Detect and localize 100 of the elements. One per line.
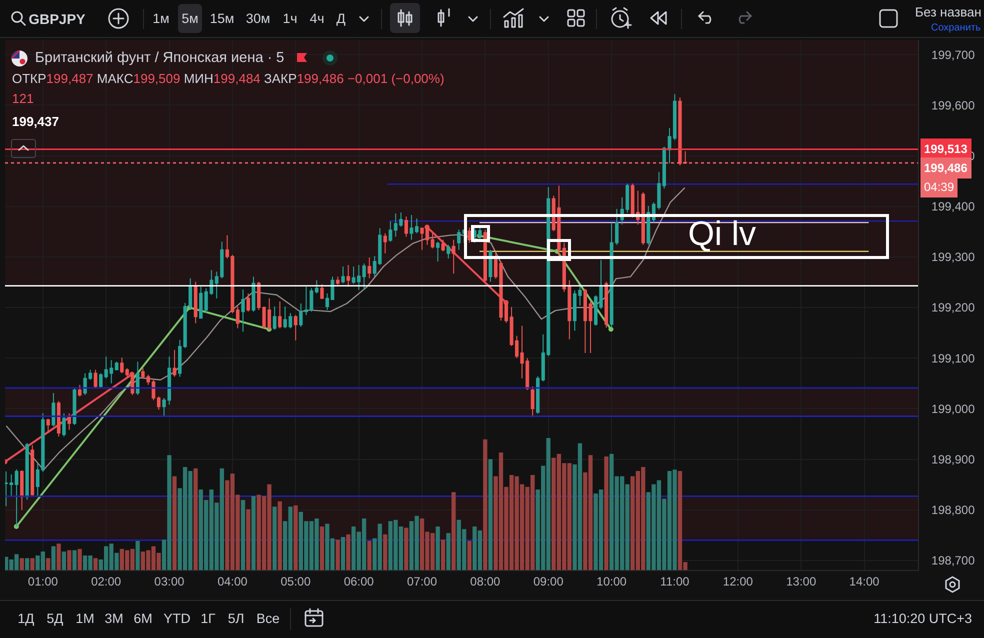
bar [194, 468, 198, 570]
bar [272, 506, 277, 570]
text: 5Л [228, 611, 244, 627]
bar [404, 528, 408, 570]
candlestick [199, 286, 203, 319]
candlestick [78, 384, 82, 398]
candlestick [294, 314, 298, 341]
text: 6М [134, 611, 152, 627]
candlestick [604, 281, 608, 328]
x-tick-label: 11:00 [660, 574, 690, 588]
x-tick-label: 08:00 [470, 574, 501, 588]
candlestick [241, 288, 245, 332]
text: Д [336, 11, 346, 27]
x-tick-label: 09:00 [533, 574, 564, 588]
y-tick-label: 199,700 [931, 48, 976, 62]
text: 1Д [18, 611, 34, 627]
candlestick [678, 97, 682, 166]
x-tick-label: 02:00 [91, 574, 122, 588]
candlestick [362, 263, 366, 290]
bar [446, 533, 450, 570]
candlestick [388, 221, 392, 242]
bar [246, 509, 250, 570]
candlestick [194, 281, 198, 324]
x-tick-label: 03:00 [154, 574, 185, 588]
text: 1М [76, 611, 94, 627]
candlestick [72, 388, 76, 426]
text: 1ч [282, 11, 298, 27]
candlestick [136, 361, 140, 396]
text: YTD [164, 611, 190, 627]
line-series [6, 187, 686, 470]
bar [72, 550, 77, 570]
candlestick [56, 400, 60, 437]
bar [340, 537, 346, 570]
candlestick [257, 281, 261, 311]
text: 1м [152, 11, 170, 27]
text: 5Д [46, 611, 64, 627]
candlestick [346, 264, 350, 288]
bar [93, 558, 98, 570]
candlestick [99, 372, 103, 389]
y-tick-label: 199,400 [931, 200, 976, 214]
bar [136, 540, 140, 570]
x-tick-label: 01:00 [28, 574, 58, 588]
candlestick [246, 292, 250, 312]
text: 11:10:20 UTC+3 [874, 611, 972, 627]
text: 3М [104, 611, 124, 627]
bar [294, 505, 298, 570]
candlestick [441, 239, 445, 252]
text: Все [256, 611, 280, 627]
bar [336, 540, 340, 570]
point [608, 326, 614, 332]
candlestick [25, 442, 29, 500]
candlestick [457, 229, 461, 250]
candlestick [336, 276, 340, 286]
candlestick [94, 369, 98, 389]
candlestick [414, 218, 419, 234]
candlestick [383, 232, 387, 254]
bar [488, 459, 493, 570]
x-tick-label: 06:00 [344, 574, 374, 588]
annotation: Qi lv [688, 215, 756, 253]
candlestick [536, 376, 540, 414]
bar [62, 552, 66, 570]
bar [30, 558, 34, 570]
candlestick [341, 266, 345, 284]
candlestick [641, 192, 645, 246]
bar [436, 526, 440, 570]
y-tick-label: 198,900 [931, 452, 976, 466]
y-tick-label: 198,700 [931, 554, 976, 568]
text: GBPJPY [28, 10, 86, 28]
candlestick [410, 214, 414, 240]
ref-line-label: 199,513 [924, 142, 968, 156]
text: 5м [182, 11, 198, 27]
candlestick [446, 244, 450, 259]
x-tick-label: 13:00 [786, 574, 816, 588]
candlestick [62, 412, 66, 437]
candlestick [52, 392, 56, 427]
candlestick [20, 470, 24, 510]
text: Без назван [915, 4, 982, 20]
y-tick-label: 199,100 [931, 351, 976, 366]
bar [467, 540, 472, 570]
bar [278, 501, 282, 570]
candlestick [278, 300, 282, 329]
x-tick-label: 14:00 [849, 574, 880, 588]
candlestick [46, 418, 50, 434]
bar [483, 439, 488, 570]
bar [67, 550, 72, 570]
candlestick [272, 306, 276, 330]
bar [251, 496, 256, 570]
candlestick [320, 284, 324, 299]
x-tick-label: 10:00 [596, 574, 627, 588]
bar [346, 534, 350, 570]
candlestick [172, 350, 176, 378]
text: 04:39 [924, 180, 954, 194]
annotation: 199,437 [12, 113, 59, 131]
ref-line-label: 199,486 [924, 161, 968, 175]
candlestick [299, 302, 303, 328]
y-tick-label: 198,800 [931, 503, 976, 518]
x-tick-label: 04:00 [217, 574, 248, 588]
text: Британский фунт / Японская иена · 5 [35, 50, 284, 66]
candlestick [646, 205, 650, 246]
candlestick [452, 239, 456, 274]
